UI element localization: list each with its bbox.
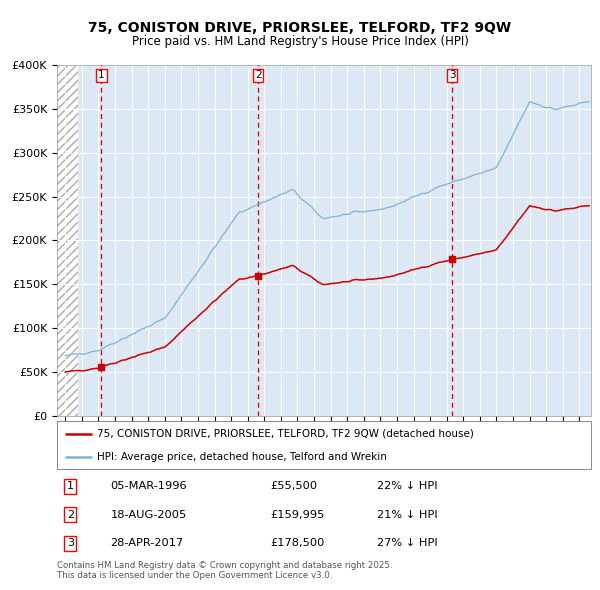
Text: 75, CONISTON DRIVE, PRIORSLEE, TELFORD, TF2 9QW: 75, CONISTON DRIVE, PRIORSLEE, TELFORD, …	[88, 21, 512, 35]
Text: 1: 1	[98, 70, 105, 80]
Text: 22% ↓ HPI: 22% ↓ HPI	[377, 481, 438, 491]
Text: 75, CONISTON DRIVE, PRIORSLEE, TELFORD, TF2 9QW (detached house): 75, CONISTON DRIVE, PRIORSLEE, TELFORD, …	[97, 429, 474, 439]
Text: 21% ↓ HPI: 21% ↓ HPI	[377, 510, 438, 520]
Text: 3: 3	[67, 538, 74, 548]
Text: 2: 2	[67, 510, 74, 520]
Text: Price paid vs. HM Land Registry's House Price Index (HPI): Price paid vs. HM Land Registry's House …	[131, 35, 469, 48]
Text: HPI: Average price, detached house, Telford and Wrekin: HPI: Average price, detached house, Telf…	[97, 452, 387, 462]
Text: 1: 1	[67, 481, 74, 491]
Text: 2: 2	[255, 70, 262, 80]
Text: 28-APR-2017: 28-APR-2017	[110, 538, 184, 548]
Text: £159,995: £159,995	[271, 510, 325, 520]
Text: 3: 3	[449, 70, 455, 80]
Text: 18-AUG-2005: 18-AUG-2005	[110, 510, 187, 520]
Bar	[57, 65, 78, 416]
Text: £55,500: £55,500	[271, 481, 318, 491]
Text: Contains HM Land Registry data © Crown copyright and database right 2025.
This d: Contains HM Land Registry data © Crown c…	[57, 560, 392, 580]
Text: 27% ↓ HPI: 27% ↓ HPI	[377, 538, 438, 548]
Text: £178,500: £178,500	[271, 538, 325, 548]
Text: 05-MAR-1996: 05-MAR-1996	[110, 481, 187, 491]
